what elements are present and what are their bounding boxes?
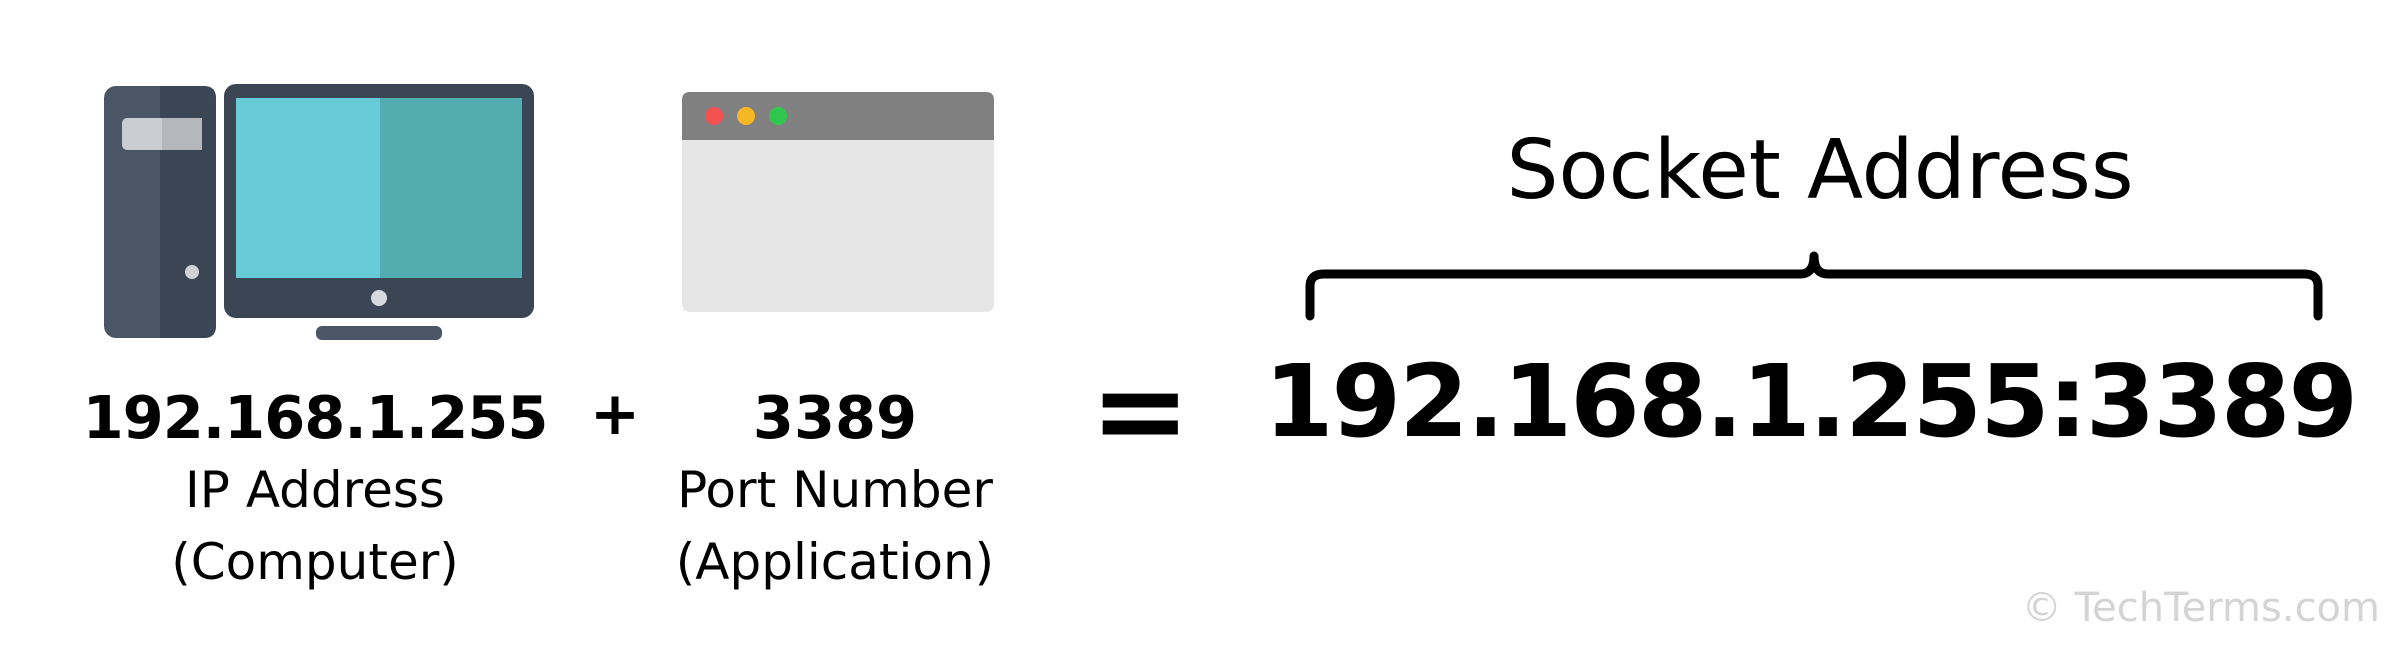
application-sublabel: (Application) [675,533,995,591]
ip-address-value: 192.168.1.255 [82,383,549,452]
socket-address-title: Socket Address [1506,123,2134,218]
computer-sublabel: (Computer) [171,533,459,591]
ip-address-label: IP Address [185,461,445,519]
application-window-icon [682,92,994,312]
computer-tower [104,86,216,338]
window-minimize-dot [737,107,755,125]
window-maximize-dot [769,107,787,125]
copyright-watermark: © TechTerms.com [2021,585,2380,631]
port-number-value: 3389 [752,383,918,452]
window-close-dot [705,107,723,125]
desktop-computer-icon [104,84,534,340]
window-titlebar [682,92,994,140]
equals-operator: = [1090,342,1191,481]
socket-address-value: 192.168.1.255:3389 [1263,343,2358,460]
computer-monitor [224,84,534,340]
curly-brace-icon [1305,251,2323,321]
port-number-label: Port Number [677,461,993,519]
plus-operator: + [589,379,641,449]
